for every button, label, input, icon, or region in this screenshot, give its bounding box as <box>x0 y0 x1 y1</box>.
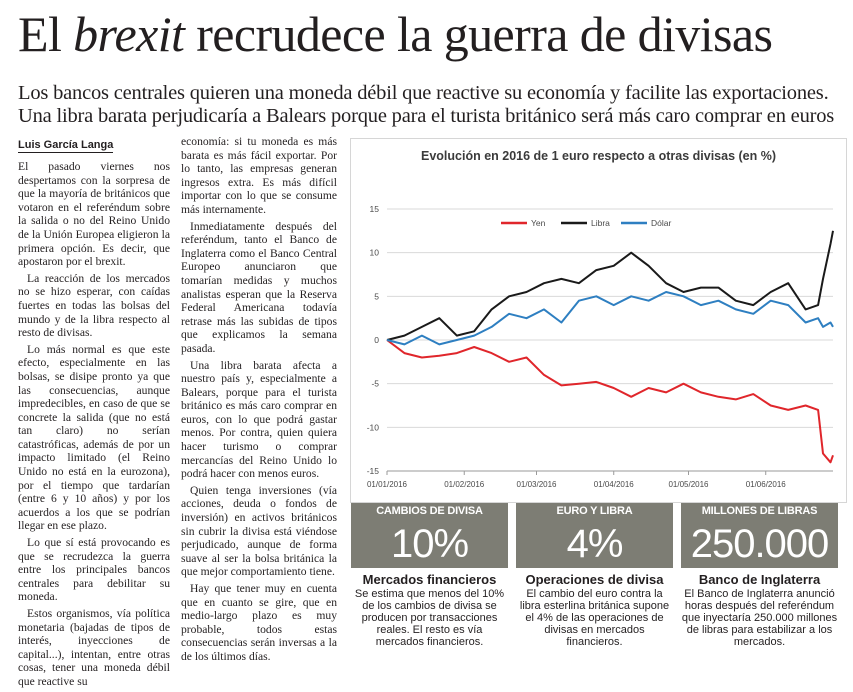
x-tick-label: 01/02/2016 <box>444 480 485 489</box>
y-tick-label: -10 <box>367 422 380 432</box>
y-tick-label: 10 <box>370 248 380 258</box>
stat-label: EURO Y LIBRA <box>516 503 673 520</box>
stat-value: 10% <box>351 520 508 568</box>
stat-subtitle: Operaciones de divisa <box>525 572 664 587</box>
chart-title: Evolución en 2016 de 1 euro respecto a o… <box>421 149 776 163</box>
paragraph: Estos organismos, vía política monetaria… <box>18 607 170 688</box>
x-tick-label: 01/03/2016 <box>516 480 557 489</box>
chart-plot: -15 -10 -5 0 5 10 15 01/01/2016 01/02/2016 01/03/… <box>367 204 834 489</box>
headline-part1: El <box>18 6 74 62</box>
y-tick-label: 0 <box>374 335 379 345</box>
headline-part2: recrudece la guerra de divisas <box>184 6 773 62</box>
y-tick-label: -5 <box>371 379 379 389</box>
stat-description: El Banco de Inglaterra anunció horas des… <box>681 588 838 648</box>
paragraph: Lo que sí está provocando es que se recr… <box>18 536 170 604</box>
series-line-dólar <box>386 291 834 346</box>
stat-box-currency-exchange: CAMBIOS DE DIVISA 10% Mercados financier… <box>351 503 508 648</box>
series-line-yen <box>386 339 834 464</box>
paragraph: Inmediatamente después del referéndum, t… <box>181 219 337 355</box>
x-tick-label: 01/01/2016 <box>367 480 408 489</box>
x-tick-label: 01/05/2016 <box>668 480 709 489</box>
paragraph: La reacción de los mercados no se hizo e… <box>18 271 170 340</box>
x-tick-label: 01/04/2016 <box>594 480 635 489</box>
stat-label: CAMBIOS DE DIVISA <box>351 503 508 520</box>
stat-description: El cambio del euro contra la libra ester… <box>519 588 670 648</box>
stat-description: Se estima que menos del 10% de los cambi… <box>354 588 505 648</box>
stat-subtitle: Banco de Inglaterra <box>698 572 821 587</box>
y-tick-label: 15 <box>370 204 380 214</box>
stat-value: 4% <box>516 520 673 568</box>
body-column-2: economía: si tu moneda es más barata es … <box>181 135 337 667</box>
headline: El brexit recrudece la guerra de divisas <box>18 2 838 66</box>
x-tick-label: 01/06/2016 <box>746 480 787 489</box>
headline-italic: brexit <box>73 6 185 62</box>
stat-subtitle: Mercados financieros <box>362 572 497 587</box>
stat-box-euro-pound: EURO Y LIBRA 4% Operaciones de divisa El… <box>516 503 673 648</box>
paragraph: El pasado viernes nos despertamos con la… <box>18 160 170 269</box>
paragraph: Quien tenga inversiones (vía acciones, d… <box>181 483 337 579</box>
series-line-libra <box>386 230 834 341</box>
legend-label: Dólar <box>651 218 671 228</box>
dek: Los bancos centrales quieren una moneda … <box>18 82 838 128</box>
stat-label: MILLONES DE LIBRAS <box>681 503 838 520</box>
byline: Luis García Langa <box>18 139 114 153</box>
y-tick-label: 5 <box>374 291 379 301</box>
y-tick-label: -15 <box>367 466 380 476</box>
dek-line-1: Los bancos centrales quieren una moneda … <box>18 82 829 104</box>
legend-label: Yen <box>531 218 546 228</box>
paragraph: Hay que tener muy en cuenta que en cuant… <box>181 582 337 663</box>
paragraph: Lo más normal es que este efecto, especi… <box>18 342 170 533</box>
legend-label: Libra <box>591 218 610 228</box>
body-column-1: El pasado viernes nos despertamos con la… <box>18 160 170 692</box>
currency-chart: Evolución en 2016 de 1 euro respecto a o… <box>350 138 847 503</box>
paragraph: Una libra barata afecta a nuestro país y… <box>181 358 337 481</box>
stat-value: 250.000 <box>681 520 838 568</box>
dek-line-2: Una libra barata perjudicaría a Balears … <box>18 105 835 127</box>
stat-box-million-pounds: MILLONES DE LIBRAS 250.000 Banco de Ingl… <box>681 503 838 648</box>
paragraph: economía: si tu moneda es más barata es … <box>181 135 337 216</box>
